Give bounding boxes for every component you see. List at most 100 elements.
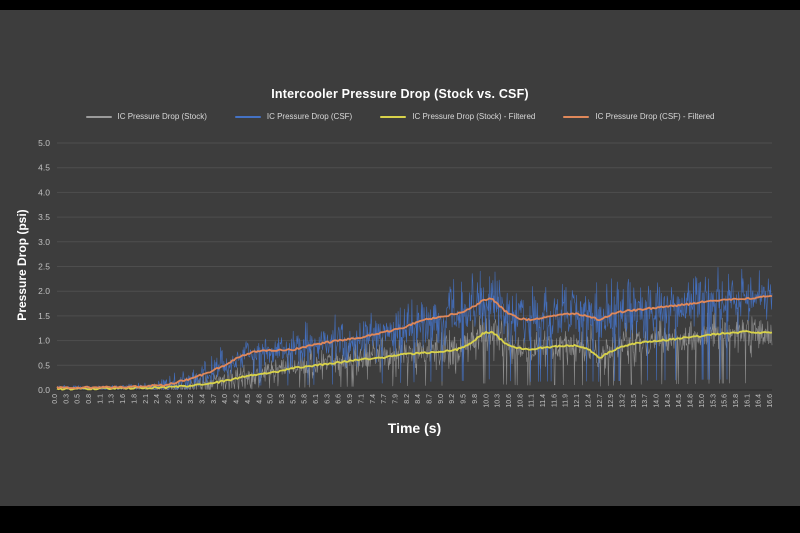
x-tick-label: 4.5 xyxy=(245,394,252,404)
legend-swatch-line xyxy=(234,115,261,118)
legend-item-ic-pressure-drop-csf-filtered: IC Pressure Drop (CSF) - Filtered xyxy=(563,112,715,121)
x-tick-label: 16.4 xyxy=(756,394,763,408)
legend-item-ic-pressure-drop-csf: IC Pressure Drop (CSF) xyxy=(234,112,352,121)
legend-item-ic-pressure-drop-stock: IC Pressure Drop (Stock) xyxy=(85,112,207,121)
legend-swatch-line xyxy=(380,115,407,118)
legend-label: IC Pressure Drop (Stock) - Filtered xyxy=(412,112,536,121)
x-tick-label: 9.8 xyxy=(472,394,479,404)
x-tick-label: 2.1 xyxy=(143,394,150,404)
x-tick-label: 0.5 xyxy=(75,394,82,404)
x-axis-title: Time (s) xyxy=(387,420,442,436)
x-tick-label: 10.3 xyxy=(495,394,502,408)
y-tick-label: 0.0 xyxy=(38,385,50,395)
x-tick-label: 14.3 xyxy=(665,394,672,408)
y-tick-label: 5.0 xyxy=(38,138,50,148)
series-line-ic-pressure-drop-stock-filtered xyxy=(56,330,773,391)
x-tick-label: 10.6 xyxy=(506,394,513,408)
x-tick-label: 6.6 xyxy=(336,394,343,404)
series-lines xyxy=(56,267,773,391)
y-axis-title: Pressure Drop (psi) xyxy=(15,209,29,321)
x-tick-label: 7.9 xyxy=(393,394,400,404)
x-tick-label: 9.5 xyxy=(461,394,468,404)
x-tick-label: 12.4 xyxy=(585,394,592,408)
y-tick-label: 3.0 xyxy=(38,237,50,247)
x-tick-label: 12.9 xyxy=(608,394,615,408)
y-tick-label: 4.0 xyxy=(38,187,50,197)
x-tick-label: 4.2 xyxy=(234,394,241,404)
x-tick-label: 3.4 xyxy=(200,394,207,404)
x-tick-label: 1.6 xyxy=(120,394,127,404)
x-tick-label: 6.3 xyxy=(324,394,331,404)
x-tick-label: 15.3 xyxy=(710,394,717,408)
chart-legend: IC Pressure Drop (Stock) IC Pressure Drop… xyxy=(0,112,800,121)
x-tick-label: 3.7 xyxy=(211,394,218,404)
letterbox-top xyxy=(0,0,800,10)
x-tick-label: 10.8 xyxy=(517,394,524,408)
x-tick-label: 3.2 xyxy=(188,394,195,404)
x-tick-label: 7.1 xyxy=(358,394,365,404)
x-tick-label: 8.2 xyxy=(404,394,411,404)
x-tick-label: 8.7 xyxy=(427,394,434,404)
x-tick-labels: 0.0 0.3 0.5 0.8 1.1 1.3 1.6 1.8 2.1 2.4 2.6 2.9 3.2 3… xyxy=(52,394,774,408)
x-tick-label: 13.5 xyxy=(631,394,638,408)
y-tick-labels: 0.0 0.5 1.0 1.5 2.0 2.5 3.0 3.5 4.0 4.5 5.0 xyxy=(38,138,50,395)
x-tick-label: 5.5 xyxy=(290,394,297,404)
y-tick-label: 1.0 xyxy=(38,336,50,346)
x-tick-label: 8.4 xyxy=(415,394,422,404)
y-tick-label: 2.5 xyxy=(38,262,50,272)
y-tick-label: 4.5 xyxy=(38,163,50,173)
y-tick-label: 3.5 xyxy=(38,212,50,222)
series-line-ic-pressure-drop-stock xyxy=(56,309,773,390)
x-tick-label: 11.4 xyxy=(540,394,547,407)
y-tick-label: 0.5 xyxy=(38,360,50,370)
x-tick-label: 15.8 xyxy=(733,394,740,408)
x-tick-label: 11.9 xyxy=(563,394,570,407)
x-tick-label: 1.3 xyxy=(109,394,116,404)
gridlines xyxy=(57,142,772,391)
x-tick-label: 12.7 xyxy=(597,394,604,408)
y-tick-label: 1.5 xyxy=(38,311,50,321)
x-tick-label: 15.6 xyxy=(722,394,729,408)
x-tick-label: 0.3 xyxy=(63,394,70,404)
x-tick-label: 14.5 xyxy=(676,394,683,408)
x-tick-label: 5.8 xyxy=(302,394,309,404)
x-tick-label: 11.6 xyxy=(551,394,558,407)
letterbox-bottom xyxy=(0,506,800,533)
x-tick-label: 12.1 xyxy=(574,394,581,408)
legend-label: IC Pressure Drop (CSF) - Filtered xyxy=(595,112,715,121)
x-tick-label: 5.3 xyxy=(279,394,286,404)
x-tick-label: 7.4 xyxy=(370,394,377,404)
x-tick-label: 15.0 xyxy=(699,394,706,408)
x-tick-label: 6.1 xyxy=(313,394,320,404)
x-tick-label: 4.8 xyxy=(256,394,263,404)
x-tick-label: 2.4 xyxy=(154,394,161,404)
x-tick-label: 0.0 xyxy=(52,394,59,404)
y-tick-label: 2.0 xyxy=(38,286,50,296)
series-line-ic-pressure-drop-csf-filtered xyxy=(56,294,773,390)
x-tick-label: 0.8 xyxy=(86,394,93,404)
x-tick-label: 16.6 xyxy=(767,394,774,408)
x-tick-label: 11.1 xyxy=(529,394,536,407)
x-tick-label: 9.0 xyxy=(438,394,445,404)
x-tick-label: 2.9 xyxy=(177,394,184,404)
chart-title: Intercooler Pressure Drop (Stock vs. CSF… xyxy=(271,87,529,101)
x-tick-label: 14.8 xyxy=(688,394,695,408)
x-tick-label: 9.2 xyxy=(449,394,456,404)
x-tick-label: 13.2 xyxy=(620,394,627,408)
series-line-ic-pressure-drop-csf xyxy=(56,267,773,390)
x-tick-label: 4.0 xyxy=(222,394,229,404)
legend-swatch-line xyxy=(563,115,590,118)
x-tick-label: 6.9 xyxy=(347,394,354,404)
legend-item-ic-pressure-drop-stock-filtered: IC Pressure Drop (Stock) - Filtered xyxy=(380,112,535,121)
x-tick-label: 2.6 xyxy=(166,394,173,404)
x-tick-label: 7.7 xyxy=(381,394,388,404)
legend-swatch-line xyxy=(85,115,112,118)
x-tick-label: 1.8 xyxy=(131,394,138,404)
x-tick-label: 5.0 xyxy=(268,394,275,404)
x-tick-label: 1.1 xyxy=(97,394,104,404)
legend-label: IC Pressure Drop (Stock) xyxy=(117,112,207,121)
x-tick-label: 16.1 xyxy=(744,394,751,408)
x-tick-label: 10.0 xyxy=(483,394,490,408)
